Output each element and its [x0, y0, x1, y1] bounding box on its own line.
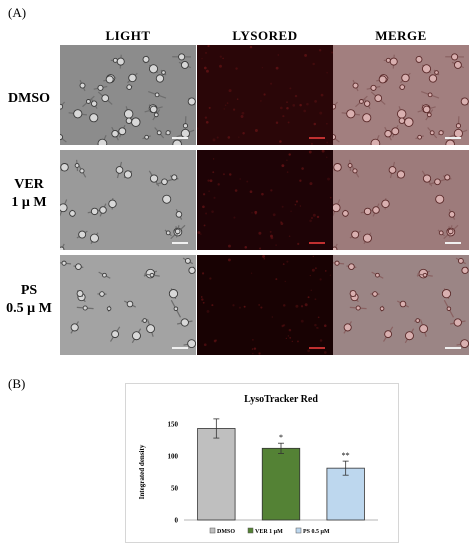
- bar-chart: LysoTracker Red Integrated density 0 50 100 1…: [125, 383, 399, 543]
- legend-swatch: [247, 527, 254, 534]
- bar-1: [197, 428, 236, 521]
- column-header-merge: MERGE: [375, 28, 427, 43]
- row-label-line2: 1 μ M: [11, 195, 47, 210]
- row-label-line2: 0.5 μ M: [6, 301, 52, 316]
- y-tick-label: 100: [168, 453, 179, 461]
- significance-marker: *: [279, 433, 283, 442]
- row-label-line1: DMSO: [8, 91, 50, 106]
- micrograph-light: [60, 45, 196, 145]
- column-header-light: LIGHT: [105, 28, 151, 43]
- y-tick-label: 150: [168, 421, 179, 429]
- y-tick-label: 0: [175, 517, 179, 525]
- legend-entry: PS 0.5 μM: [303, 529, 330, 535]
- y-axis-label: Integrated density: [138, 444, 146, 499]
- row-label-line1: VER: [14, 177, 44, 192]
- micrograph-lysored: [197, 45, 333, 145]
- micrograph-merge: [333, 45, 469, 145]
- panel-b-label: (B): [8, 376, 26, 391]
- row-label-ver: VER 1 μ M: [0, 176, 58, 212]
- legend-entry: DMSO: [217, 529, 235, 535]
- row-label-ps: PS 0.5 μ M: [0, 282, 58, 318]
- significance-marker: **: [342, 451, 350, 460]
- micrograph-merge: [333, 150, 469, 250]
- micrograph-light: [60, 255, 196, 355]
- micrograph-light: [60, 150, 196, 250]
- micrograph-lysored: [197, 150, 333, 250]
- row-label-dmso: DMSO: [0, 90, 58, 108]
- bar-3: [326, 467, 365, 521]
- bar-2: [261, 447, 301, 521]
- chart-title: LysoTracker Red: [244, 394, 318, 405]
- micrograph-lysored: [197, 255, 333, 355]
- legend-entry: VER 1 μM: [255, 529, 283, 535]
- y-tick-label: 50: [171, 485, 179, 493]
- micrograph-merge: [333, 255, 469, 355]
- panel-a-label: (A): [8, 5, 27, 20]
- legend-swatch: [209, 527, 216, 534]
- row-label-line1: PS: [20, 283, 38, 298]
- legend-swatch: [295, 527, 302, 534]
- bar-chart-svg: LysoTracker Red Integrated density 0 50 100 1…: [138, 394, 378, 535]
- column-header-lysored: LYSORED: [232, 28, 298, 43]
